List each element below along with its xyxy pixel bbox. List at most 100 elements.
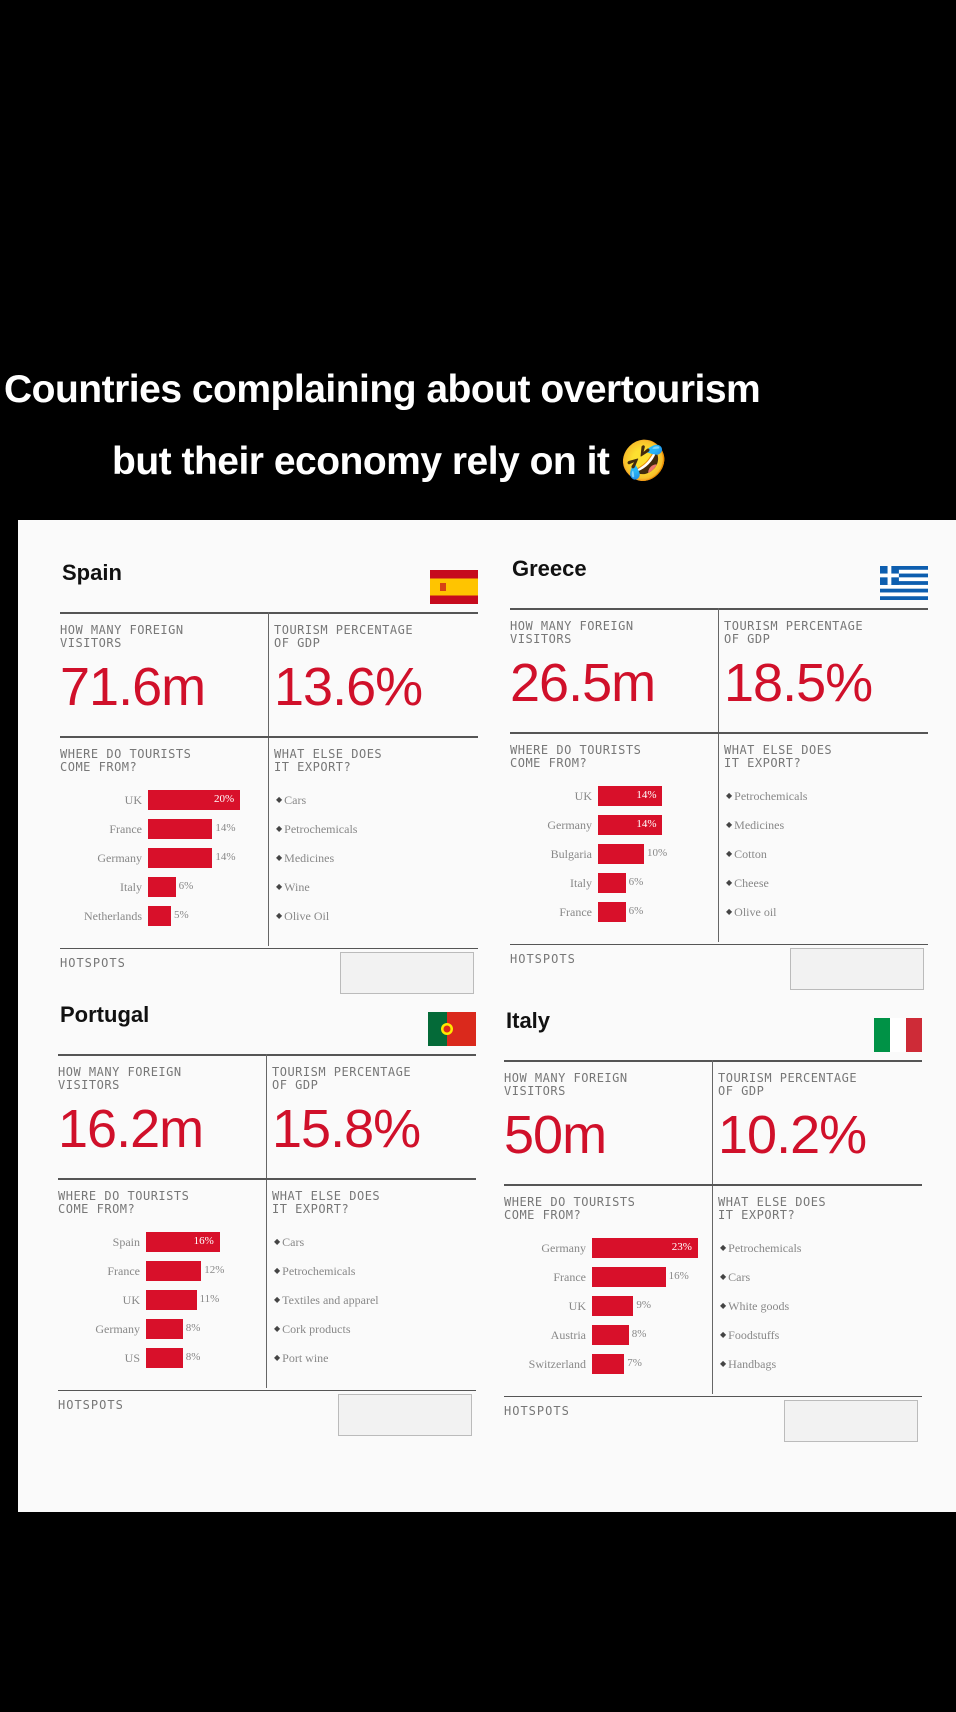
bar: [592, 1296, 634, 1316]
bar-category-label: Italy: [570, 876, 592, 890]
bar-value-label: 10%: [647, 847, 668, 859]
bar-value-label: 20%: [214, 793, 235, 805]
visitors-value: 26.5m: [510, 653, 656, 713]
export-item: Petrochemicals: [274, 1264, 355, 1279]
divider: [58, 1054, 476, 1056]
country-title: Portugal: [60, 1002, 150, 1027]
where-label: WHERE DO TOURISTS COME FROM?: [510, 743, 642, 770]
bar-category-label: Austria: [550, 1328, 586, 1342]
italy-flag-icon: [874, 1018, 922, 1052]
divider: [504, 1396, 922, 1397]
export-item: Cheese: [726, 876, 769, 891]
bar: [592, 1238, 698, 1258]
bar: [146, 1319, 183, 1339]
bar-value-label: 12%: [204, 1264, 225, 1276]
exports-label: WHAT ELSE DOES IT EXPORT?: [718, 1195, 827, 1222]
gdp-value: 15.8%: [272, 1099, 421, 1159]
hotspots-map: [784, 1400, 918, 1442]
gdp-value: 18.5%: [724, 653, 873, 713]
export-item: Olive Oil: [276, 909, 329, 924]
export-item: Petrochemicals: [726, 789, 807, 804]
bar-category-label: US: [124, 1351, 140, 1365]
visitors-label: HOW MANY FOREIGN VISITORS: [504, 1071, 628, 1098]
divider: [504, 1060, 922, 1062]
divider: [58, 1390, 476, 1391]
divider: [266, 1054, 267, 1388]
where-label: WHERE DO TOURISTS COME FROM?: [58, 1189, 190, 1216]
visitors-value: 71.6m: [60, 657, 206, 717]
divider: [504, 1184, 922, 1186]
bar-category-label: Bulgaria: [550, 847, 592, 861]
export-item: Foodstuffs: [720, 1328, 779, 1343]
bar-category-label: UK: [574, 789, 592, 803]
bar: [146, 1232, 220, 1252]
where-label: WHERE DO TOURISTS COME FROM?: [504, 1195, 636, 1222]
export-item: Olive oil: [726, 905, 776, 920]
bar-category-label: UK: [124, 793, 142, 807]
visitors-label: HOW MANY FOREIGN VISITORS: [510, 619, 634, 646]
bar: [598, 815, 663, 835]
visitors-label: HOW MANY FOREIGN VISITORS: [58, 1065, 182, 1092]
bar-value-label: 14%: [636, 818, 657, 830]
portugal-flag-icon: [428, 1012, 476, 1046]
bar: [148, 790, 240, 810]
bar-value-label: 6%: [178, 880, 194, 892]
bar-category-label: Germany: [97, 851, 142, 865]
gdp-label: TOURISM PERCENTAGE OF GDP: [272, 1065, 412, 1092]
gdp-value: 13.6%: [274, 657, 423, 717]
hotspots-map: [790, 948, 924, 990]
export-item: Textiles and apparel: [274, 1293, 378, 1308]
export-item: Wine: [276, 880, 310, 895]
bar: [598, 873, 626, 893]
bar-value-label: 5%: [174, 909, 189, 921]
bar-value-label: 14%: [636, 789, 657, 801]
bar: [598, 902, 626, 922]
export-item: Handbags: [720, 1357, 776, 1372]
divider: [60, 612, 478, 614]
divider: [510, 608, 928, 610]
hotspots-label: HOTSPOTS: [510, 952, 576, 966]
greece-flag-icon: [880, 566, 928, 601]
bar: [592, 1267, 666, 1287]
export-item: Cars: [274, 1235, 304, 1250]
export-item: Cars: [720, 1270, 750, 1285]
bar-category-label: Spain: [112, 1235, 140, 1249]
panel-italy: Italy HOW MANY FOREIGN VISITORS TOURISM PE…: [504, 1008, 922, 1442]
gdp-label: TOURISM PERCENTAGE OF GDP: [724, 619, 864, 646]
bar-value-label: 8%: [185, 1351, 201, 1363]
visitors-value: 16.2m: [58, 1099, 204, 1159]
bar: [148, 906, 171, 926]
bar: [146, 1290, 197, 1310]
caption-line-2-text: but their economy rely on it: [112, 440, 610, 483]
bar-category-label: France: [553, 1270, 586, 1284]
divider: [510, 944, 928, 945]
bar: [592, 1325, 629, 1345]
panel-greece: Greece HOW MANY FOREIGN VISITORS TOURISM P…: [510, 556, 928, 990]
exports-label: WHAT ELSE DOES IT EXPORT?: [272, 1189, 381, 1216]
exports-label: WHAT ELSE DOES IT EXPORT?: [724, 743, 833, 770]
export-item: Medicines: [276, 851, 334, 866]
export-item: Cotton: [726, 847, 767, 862]
divider: [268, 612, 269, 946]
exports-label: WHAT ELSE DOES IT EXPORT?: [274, 747, 383, 774]
where-label: WHERE DO TOURISTS COME FROM?: [60, 747, 192, 774]
bar: [146, 1261, 202, 1281]
bar-value-label: 14%: [215, 851, 236, 863]
bar-value-label: 9%: [636, 1299, 652, 1311]
bar-value-label: 23%: [671, 1241, 692, 1253]
bar-category-label: France: [109, 822, 142, 836]
export-item: Petrochemicals: [276, 822, 357, 837]
bar-category-label: Germany: [541, 1241, 586, 1255]
bar: [146, 1348, 183, 1368]
bar-value-label: 6%: [628, 905, 644, 917]
bar-category-label: Switzerland: [528, 1357, 586, 1371]
divider: [712, 1060, 713, 1394]
country-title: Spain: [62, 560, 122, 585]
bar: [598, 786, 663, 806]
hotspots-label: HOTSPOTS: [504, 1404, 570, 1418]
panel-spain: Spain HOW MANY FOREIGN VISITORS TOURISM PE…: [60, 560, 478, 994]
gdp-label: TOURISM PERCENTAGE OF GDP: [718, 1071, 858, 1098]
bar-value-label: 7%: [627, 1357, 642, 1369]
hotspots-map: [340, 952, 474, 994]
export-item: White goods: [720, 1299, 789, 1314]
